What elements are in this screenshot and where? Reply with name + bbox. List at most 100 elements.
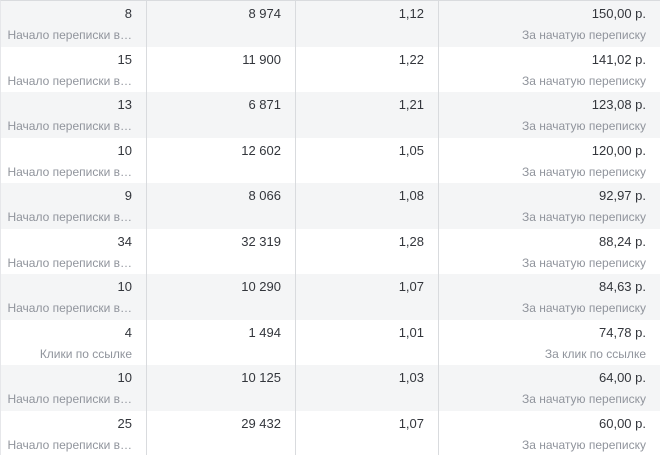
cost-cell: 123,08 р. За начатую переписку [438,92,660,138]
cost-type-label: За начатую переписку [521,73,646,88]
result-type-label: Начало переписки в… [7,210,132,224]
result-type-label: Начало переписки в… [7,255,132,270]
table-row[interactable]: 13 Начало переписки в… 6 871 1,21 123,08… [1,92,660,138]
cost-cell: 120,00 р. За начатую переписку [438,137,660,183]
results-cell: 25 Начало переписки в… [1,411,146,455]
frequency-value: 1,08 [398,188,424,203]
reach-value: 10 125 [241,370,281,385]
reach-value: 6 871 [248,97,281,112]
table-row[interactable]: 9 Начало переписки в… 8 066 1,08 92,97 р… [1,183,660,229]
reach-value: 8 066 [248,188,281,203]
frequency-value: 1,07 [398,415,424,431]
result-count: 25 [117,415,132,431]
reach-value: 11 900 [242,51,281,67]
result-count: 10 [117,279,132,294]
reach-cell: 10 290 [146,274,295,320]
results-cell: 13 Начало переписки в… [1,92,146,138]
result-count: 4 [124,324,132,340]
frequency-value: 1,07 [398,279,424,294]
table-row[interactable]: 34 Начало переписки в… 32 319 1,28 88,24… [1,228,660,275]
result-type-label: Начало переписки в… [7,392,132,406]
result-count: 13 [117,97,132,112]
cost-cell: 92,97 р. За начатую переписку [438,183,660,229]
cost-value: 60,00 р. [599,415,646,431]
frequency-value: 1,28 [398,233,424,249]
result-type-label: Начало переписки в… [7,301,132,315]
reach-cell: 12 602 [146,137,295,183]
frequency-value: 1,05 [398,142,424,158]
cost-value: 64,00 р. [599,370,646,385]
frequency-cell: 1,01 [295,319,438,365]
reach-cell: 1 494 [146,319,295,365]
cost-cell: 74,78 р. За клик по ссылке [438,319,660,365]
table-row[interactable]: 8 Начало переписки в… 8 974 1,12 150,00 … [1,1,660,47]
reach-value: 29 432 [241,415,281,431]
results-cell: 10 Начало переписки в… [1,365,146,411]
result-type-label: Начало переписки в… [7,119,132,133]
results-cell: 9 Начало переписки в… [1,183,146,229]
reach-cell: 29 432 [146,410,295,455]
cost-value: 84,63 р. [599,279,646,294]
table-row[interactable]: 10 Начало переписки в… 10 125 1,03 64,00… [1,365,660,411]
frequency-cell: 1,03 [295,365,438,411]
reach-value: 1 494 [248,324,281,340]
result-type-label: Начало переписки в… [7,164,132,179]
reach-cell: 11 900 [146,46,295,92]
reach-value: 8 974 [248,6,281,21]
reach-cell: 32 319 [146,228,295,274]
reach-value: 12 602 [241,142,281,158]
cost-type-label: За начатую переписку [521,255,646,270]
cost-value: 120,00 р. [591,142,646,158]
reach-value: 32 319 [241,233,281,249]
cost-type-label: За клик по ссылке [544,346,646,361]
frequency-cell: 1,22 [295,46,438,92]
result-count: 8 [124,6,132,21]
cost-type-label: За начатую переписку [521,301,646,315]
cost-cell: 60,00 р. За начатую переписку [438,410,660,455]
frequency-cell: 1,07 [295,274,438,320]
frequency-value: 1,12 [398,6,424,21]
table-row[interactable]: 10 Начало переписки в… 12 602 1,05 120,0… [1,137,660,183]
table-row[interactable]: 25 Начало переписки в… 29 432 1,07 60,00… [1,410,660,455]
frequency-cell: 1,07 [295,410,438,455]
frequency-value: 1,22 [398,51,424,67]
result-type-label: Начало переписки в… [7,437,132,452]
cost-type-label: За начатую переписку [521,437,646,452]
cost-value: 74,78 р. [599,324,646,340]
frequency-value: 1,01 [398,324,424,340]
reach-value: 10 290 [241,279,281,294]
cost-value: 141,02 р. [591,51,646,67]
frequency-value: 1,03 [398,370,424,385]
frequency-cell: 1,12 [295,1,438,47]
result-count: 10 [117,142,132,158]
result-type-label: Клики по ссылке [39,346,132,361]
frequency-cell: 1,21 [295,92,438,138]
cost-cell: 88,24 р. За начатую переписку [438,228,660,274]
cost-value: 92,97 р. [599,188,646,203]
results-cell: 8 Начало переписки в… [1,1,146,47]
cost-type-label: За начатую переписку [521,210,646,224]
result-type-label: Начало переписки в… [7,73,132,88]
cost-cell: 84,63 р. За начатую переписку [438,274,660,320]
result-count: 10 [117,370,132,385]
results-cell: 4 Клики по ссылке [1,320,146,366]
cost-value: 150,00 р. [591,6,646,21]
results-cell: 34 Начало переписки в… [1,229,146,275]
cost-type-label: За начатую переписку [521,28,646,42]
result-count: 9 [124,188,132,203]
results-cell: 15 Начало переписки в… [1,47,146,93]
result-type-label: Начало переписки в… [7,28,132,42]
reach-cell: 10 125 [146,365,295,411]
cost-cell: 141,02 р. За начатую переписку [438,46,660,92]
table-row[interactable]: 10 Начало переписки в… 10 290 1,07 84,63… [1,274,660,320]
cost-type-label: За начатую переписку [521,392,646,406]
reach-cell: 8 974 [146,1,295,47]
reach-cell: 6 871 [146,92,295,138]
cost-cell: 64,00 р. За начатую переписку [438,365,660,411]
cost-type-label: За начатую переписку [521,119,646,133]
table-row[interactable]: 15 Начало переписки в… 11 900 1,22 141,0… [1,46,660,93]
result-count: 34 [117,233,132,249]
table-row[interactable]: 4 Клики по ссылке 1 494 1,01 74,78 р. За… [1,319,660,366]
cost-value: 123,08 р. [591,97,646,112]
